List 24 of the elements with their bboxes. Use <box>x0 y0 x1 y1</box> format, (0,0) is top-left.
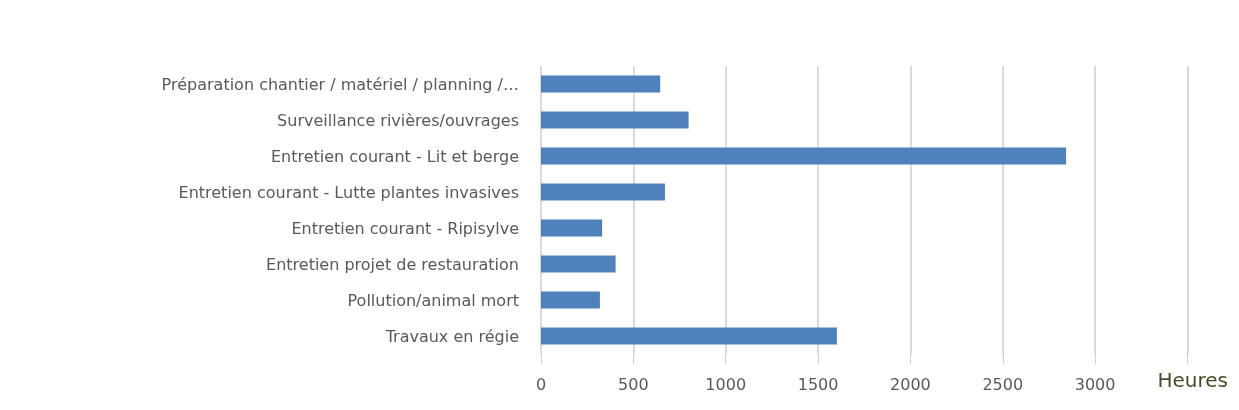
y-tick-label: Entretien courant - Ripisylve <box>291 218 519 238</box>
bar <box>541 291 600 309</box>
bar <box>541 183 665 201</box>
y-tick-label: Préparation chantier / matériel / planning /… <box>161 74 519 94</box>
y-tick-label: Entretien courant - Lit et berge <box>270 146 519 166</box>
x-tick-label: 3000 <box>1074 374 1116 394</box>
y-tick-label: Travaux en régie <box>384 326 519 346</box>
bar <box>541 75 661 93</box>
x-tick-label: 1000 <box>705 374 747 394</box>
x-tick-label: 1500 <box>797 374 839 394</box>
x-tick-label: 2000 <box>890 374 931 394</box>
x-tick-label: 500 <box>618 374 649 394</box>
bar <box>541 147 1067 165</box>
x-axis-title: Heures <box>1157 368 1228 392</box>
y-tick-label: Pollution/animal mort <box>347 290 519 310</box>
bar <box>541 255 616 273</box>
bar <box>541 327 837 345</box>
y-tick-label: Surveillance rivières/ouvrages <box>277 110 519 130</box>
y-tick-label: Entretien projet de restauration <box>266 254 519 274</box>
bar <box>541 111 689 129</box>
y-tick-label: Entretien courant - Lutte plantes invasives <box>178 182 519 202</box>
bar <box>541 219 603 237</box>
x-tick-label: 0 <box>535 374 547 394</box>
x-tick-label: 2500 <box>982 374 1024 394</box>
